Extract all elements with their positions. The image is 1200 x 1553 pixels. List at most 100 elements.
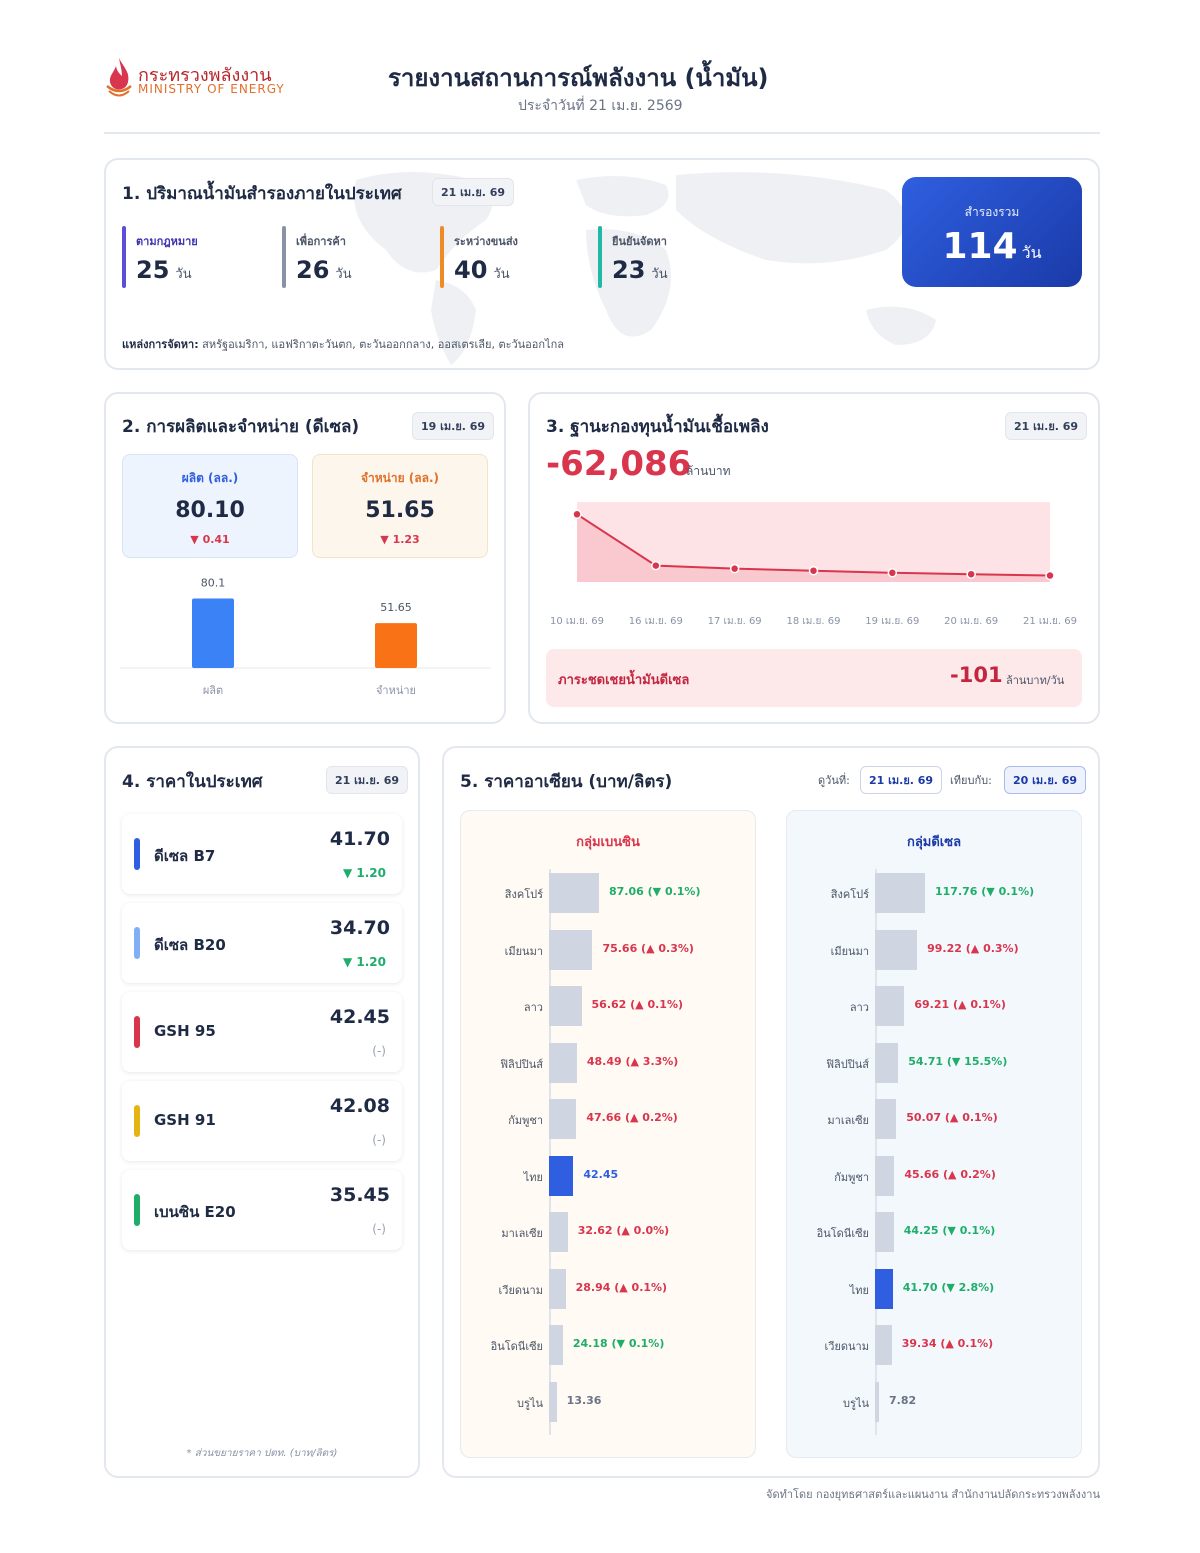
ministry-logo: กระทรวงพลังงาน MINISTRY OF ENERGY <box>104 56 314 100</box>
asean-country-label: กัมพูชา <box>508 1114 543 1127</box>
asean-bar <box>875 1268 893 1309</box>
bar-value-label: 80.1 <box>201 576 226 589</box>
asean-row: อินโดนีเซีย 24.18 (▼ 0.1%) <box>461 1325 757 1365</box>
asean-value-label: 7.82 <box>889 1393 917 1407</box>
asean-compare-date[interactable]: 20 เม.ย. 69 <box>1004 766 1087 794</box>
reserve-title: 1. ปริมาณน้ำมันสำรองภายในประเทศ <box>122 184 402 204</box>
production-label: ผลิต (ลล.) <box>181 471 239 485</box>
diesel-axis <box>875 869 877 1435</box>
oil-fund-value: -62,086 <box>546 444 692 484</box>
asean-country-label: อินโดนีเซีย <box>490 1340 543 1353</box>
fund-x-tick-label: 19 เม.ย. 69 <box>865 616 919 627</box>
asean-bar <box>549 1325 563 1365</box>
domestic-price-date-badge: 21 เม.ย. 69 <box>326 766 409 794</box>
asean-price-title: 5. ราคาอาเซียน (บาท/ลิตร) <box>460 772 673 792</box>
sales-value: 51.65 <box>365 498 435 523</box>
asean-row: กัมพูชา 45.66 (▲ 0.2%) <box>787 1155 1083 1196</box>
price-row-gsh91: GSH 91 42.08 (-) <box>122 1081 402 1161</box>
benzene-group-panel: กลุ่มเบนซิน สิงคโปร์ 87.06 (▼ 0.1%) เมียนม… <box>460 810 756 1458</box>
asean-value-label: 41.70 (▼ 2.8%) <box>902 1280 995 1294</box>
fund-point <box>887 568 898 578</box>
logo-text-th: กระทรวงพลังงาน <box>138 65 272 86</box>
total-reserve-label: สำรองรวม <box>964 205 1020 219</box>
fund-point <box>651 560 661 571</box>
asean-bar <box>875 873 925 913</box>
asean-row: เวียดนาม 39.34 (▲ 0.1%) <box>787 1325 1083 1365</box>
bar-category-label: ผลิต <box>203 684 223 697</box>
asean-bar <box>875 986 905 1026</box>
price-change-gsh91: (-) <box>372 1133 386 1147</box>
oil-fund-unit: ล้านบาท <box>686 464 731 478</box>
asean-row: บรูไน 13.36 <box>461 1381 757 1422</box>
price-row-diesel-b7: ดีเซล B7 41.70 ▼ 1.20 <box>122 814 402 894</box>
asean-row: ลาว 69.21 (▲ 0.1%) <box>787 986 1083 1026</box>
asean-row: มาเลเซีย 50.07 (▲ 0.1%) <box>787 1099 1083 1139</box>
oil-fund-date-badge: 21 เม.ย. 69 <box>1005 412 1088 440</box>
stock-legal-value: 25 วัน <box>136 256 192 284</box>
production-card <box>104 392 506 724</box>
asean-country-label: ลาว <box>523 1001 543 1014</box>
fund-x-tick-label: 10 เม.ย. 69 <box>550 616 604 627</box>
fund-x-tick-label: 21 เม.ย. 69 <box>1023 616 1077 627</box>
asean-country-label: เมียนมา <box>830 944 869 958</box>
asean-country-label: อินโดนีเซีย <box>816 1227 869 1240</box>
asean-value-label: 99.22 (▲ 0.3%) <box>927 941 1019 955</box>
domestic-price-note: * ส่วนขยายราคา ปตท. (บาท/ลิตร) <box>186 1448 338 1459</box>
price-change-e20: (-) <box>372 1222 386 1236</box>
asean-country-label: ไทย <box>849 1283 869 1297</box>
asean-row: สิงคโปร์ 87.06 (▼ 0.1%) <box>461 873 757 913</box>
asean-value-label: 75.66 (▲ 0.3%) <box>602 941 694 955</box>
asean-value-label: 24.18 (▼ 0.1%) <box>572 1337 665 1350</box>
asean-bar <box>549 1212 568 1252</box>
stock-commercial: เพื่อการค้า 26 วัน <box>282 226 432 288</box>
asean-country-label: ลาว <box>849 1001 869 1014</box>
asean-row: ลาว 56.62 (▲ 0.1%) <box>461 986 757 1026</box>
stock-legal-bar <box>122 226 126 288</box>
asean-bar <box>549 1268 566 1309</box>
production-box: ผลิต (ลล.) 80.10 ▼ 0.41 <box>122 454 298 558</box>
bar-sales <box>375 623 417 668</box>
stock-transit-label: ระหว่างขนส่ง <box>454 235 518 248</box>
price-row-gsh95: GSH 95 42.45 (-) <box>122 992 402 1072</box>
benzene-group-title: กลุ่มเบนซิน <box>576 835 640 850</box>
domestic-price-title: 4. ราคาในประเทศ <box>122 772 263 792</box>
page-title: รายงานสถานการณ์พลังงาน (น้ำมัน) <box>388 64 769 92</box>
asean-country-label: ฟิลิปปินส์ <box>826 1057 869 1071</box>
asean-row: ไทย 42.45 <box>461 1155 757 1196</box>
asean-country-label: กัมพูชา <box>834 1170 869 1184</box>
asean-bar <box>549 1155 574 1196</box>
footer-credit: จัดทำโดย กองยุทธศาสตร์และแผนงาน สำนักงาน… <box>766 1488 1100 1501</box>
price-name-diesel-b7: ดีเซล B7 <box>154 847 216 865</box>
price-value-e20: 35.45 <box>329 1184 390 1206</box>
asean-row: ฟิลิปปินส์ 54.71 (▼ 15.5%) <box>787 1042 1083 1083</box>
asean-value-label: 45.66 (▲ 0.2%) <box>904 1167 996 1181</box>
asean-country-label: ฟิลิปปินส์ <box>500 1057 543 1071</box>
asean-country-label: บรูไน <box>843 1396 869 1410</box>
asean-as-of-date[interactable]: 21 เม.ย. 69 <box>860 766 943 794</box>
price-value-gsh95: 42.45 <box>329 1006 390 1028</box>
price-value-gsh91: 42.08 <box>329 1095 390 1117</box>
asean-value-label: 87.06 (▼ 0.1%) <box>609 885 701 898</box>
stock-transit: ระหว่างขนส่ง 40 วัน <box>440 226 590 288</box>
asean-row: มาเลเซีย 32.62 (▲ 0.0%) <box>461 1212 757 1252</box>
page-subtitle: ประจำวันที่ 21 เม.ย. 2569 <box>518 98 683 114</box>
price-bar-diesel-b7 <box>134 838 140 870</box>
price-name-e20: เบนซิน E20 <box>154 1203 236 1221</box>
price-bar-gsh95 <box>134 1016 140 1048</box>
price-value-diesel-b7: 41.70 <box>329 828 390 850</box>
fund-point <box>1045 570 1055 581</box>
asean-bar <box>875 1099 897 1139</box>
price-row-diesel-b20: ดีเซล B20 34.70 ▼ 1.20 <box>122 903 402 983</box>
sales-box: จำหน่าย (ลล.) 51.65 ▼ 1.23 <box>312 454 488 558</box>
fund-point <box>808 565 819 576</box>
asean-country-label: ไทย <box>523 1170 543 1184</box>
stock-confirmed-value: 23 วัน <box>612 256 668 284</box>
total-reserve-box: สำรองรวม 114 วัน <box>902 177 1082 287</box>
sales-label: จำหน่าย (ลล.) <box>360 471 440 485</box>
reserve-date-badge: 21 เม.ย. 69 <box>432 178 515 206</box>
diesel-subsidy-label: ภาระชดเชยน้ำมันดีเซล <box>558 673 690 688</box>
asean-country-label: สิงคโปร์ <box>830 888 869 901</box>
oil-fund-title: 3. ฐานะกองทุนน้ำมันเชื้อเพลิง <box>546 417 769 437</box>
asean-value-label: 56.62 (▲ 0.1%) <box>591 998 683 1011</box>
asean-value-label: 50.07 (▲ 0.1%) <box>906 1111 998 1124</box>
